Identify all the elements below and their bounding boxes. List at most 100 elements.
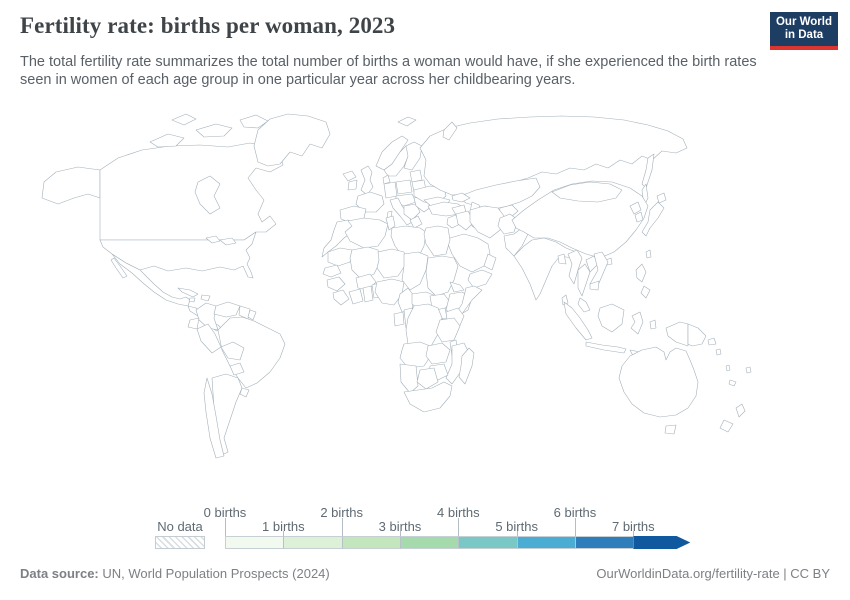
country-tanzania[interactable] bbox=[435, 317, 461, 343]
country-baja-california[interactable] bbox=[110, 257, 128, 279]
country-paraguay[interactable] bbox=[229, 362, 245, 376]
country-indonesia-borneo[interactable] bbox=[597, 303, 625, 333]
country-jamaica[interactable] bbox=[188, 297, 196, 303]
country-svalbard[interactable] bbox=[397, 116, 417, 127]
country-ecuador[interactable] bbox=[187, 317, 200, 330]
country-cuba[interactable] bbox=[177, 287, 199, 298]
country-canada[interactable] bbox=[99, 142, 284, 241]
country-ireland[interactable] bbox=[347, 179, 358, 191]
country-denmark[interactable] bbox=[382, 174, 391, 185]
country-bangladesh[interactable] bbox=[557, 253, 567, 265]
country-new-caledonia[interactable] bbox=[728, 379, 737, 387]
country-greece[interactable] bbox=[409, 215, 423, 229]
country-philippines-mindanao[interactable] bbox=[640, 285, 651, 299]
country-uruguay[interactable] bbox=[239, 387, 250, 398]
country-libya[interactable] bbox=[390, 225, 427, 259]
country-mongolia[interactable] bbox=[551, 181, 623, 203]
country-japan-hokkaido[interactable] bbox=[656, 192, 667, 204]
country-zambia[interactable] bbox=[425, 342, 451, 365]
country-indonesia-sulawesi[interactable] bbox=[630, 311, 644, 335]
owid-logo[interactable]: Our World in Data bbox=[770, 12, 838, 50]
country-philippines-luzon[interactable] bbox=[635, 263, 647, 283]
country-tunisia[interactable] bbox=[385, 215, 396, 231]
country-png-new-britain[interactable] bbox=[707, 337, 717, 346]
country-indonesia-java[interactable] bbox=[585, 341, 627, 354]
country-oman[interactable] bbox=[483, 253, 497, 271]
country-poland[interactable] bbox=[395, 179, 413, 195]
country-south-korea[interactable] bbox=[634, 211, 644, 223]
country-hispaniola[interactable] bbox=[200, 294, 211, 302]
country-senegal[interactable] bbox=[322, 264, 342, 278]
country-iceland[interactable] bbox=[342, 170, 357, 182]
country-sudan[interactable] bbox=[425, 255, 459, 297]
country-canada-arctic-1[interactable] bbox=[149, 133, 185, 148]
legend-no-data-swatch[interactable] bbox=[155, 536, 205, 549]
country-gabon[interactable] bbox=[393, 311, 405, 327]
country-papua-new-guinea[interactable] bbox=[687, 323, 707, 347]
country-mauritania[interactable] bbox=[327, 247, 353, 267]
country-iran[interactable] bbox=[469, 205, 505, 239]
legend-bin-5-6[interactable] bbox=[516, 536, 575, 549]
country-french-guiana[interactable] bbox=[247, 309, 257, 321]
legend-bin-0-1[interactable] bbox=[225, 536, 284, 549]
country-taiwan[interactable] bbox=[645, 249, 652, 259]
country-russia-kamchatka[interactable] bbox=[641, 153, 655, 189]
country-fiji[interactable] bbox=[745, 366, 752, 374]
country-yemen[interactable] bbox=[467, 269, 493, 289]
country-nigeria[interactable] bbox=[374, 278, 405, 306]
country-iraq[interactable] bbox=[455, 210, 475, 231]
country-canada-arctic-3[interactable] bbox=[239, 114, 269, 129]
legend-bin-4-5[interactable] bbox=[458, 536, 517, 549]
country-new-zealand-south[interactable] bbox=[719, 419, 734, 433]
country-pakistan[interactable] bbox=[503, 227, 529, 257]
country-novaya-zemlya[interactable] bbox=[442, 121, 458, 141]
country-solomon-islands[interactable] bbox=[715, 348, 722, 356]
country-indonesia-moluccas[interactable] bbox=[649, 319, 657, 330]
country-mexico[interactable] bbox=[111, 253, 191, 307]
country-thailand[interactable] bbox=[577, 263, 591, 297]
country-uk[interactable] bbox=[360, 165, 374, 196]
country-algeria[interactable] bbox=[344, 217, 389, 249]
country-canada-arctic-2[interactable] bbox=[195, 123, 233, 138]
country-greenland[interactable] bbox=[253, 113, 331, 167]
country-venezuela[interactable] bbox=[213, 301, 241, 318]
country-chile[interactable] bbox=[203, 377, 225, 459]
country-new-zealand-north[interactable] bbox=[735, 403, 746, 418]
country-myanmar[interactable] bbox=[567, 249, 583, 285]
country-vanuatu[interactable] bbox=[725, 364, 731, 372]
country-tasmania[interactable] bbox=[664, 424, 677, 435]
country-sierra-leone-liberia[interactable] bbox=[332, 289, 350, 306]
country-indonesia-sumatra[interactable] bbox=[563, 301, 593, 341]
country-caucasus[interactable] bbox=[451, 192, 471, 203]
country-mali[interactable] bbox=[349, 246, 381, 281]
country-niger[interactable] bbox=[376, 248, 407, 279]
country-angola[interactable] bbox=[399, 341, 431, 369]
country-eritrea[interactable] bbox=[449, 281, 465, 293]
legend-bin-7+[interactable] bbox=[633, 536, 691, 549]
country-chad[interactable] bbox=[401, 251, 429, 291]
legend-bin-3-4[interactable] bbox=[399, 536, 459, 549]
country-australia[interactable] bbox=[618, 346, 699, 418]
country-baltics[interactable] bbox=[409, 169, 423, 183]
country-japan[interactable] bbox=[641, 201, 665, 237]
country-madagascar[interactable] bbox=[458, 347, 475, 385]
country-alaska[interactable] bbox=[41, 166, 101, 205]
country-colombia[interactable] bbox=[195, 302, 219, 331]
legend-bin-1-2[interactable] bbox=[283, 536, 342, 549]
legend-bin-2-3[interactable] bbox=[341, 536, 400, 549]
country-germany[interactable] bbox=[383, 181, 398, 199]
country-malaysia[interactable] bbox=[577, 297, 591, 313]
country-india[interactable] bbox=[513, 237, 577, 301]
country-botswana[interactable] bbox=[416, 367, 439, 390]
country-canada-arctic-4[interactable] bbox=[171, 113, 197, 126]
country-france[interactable] bbox=[355, 191, 385, 213]
country-finland[interactable] bbox=[403, 141, 423, 171]
country-balkans[interactable] bbox=[403, 203, 421, 221]
country-south-africa[interactable] bbox=[403, 381, 453, 413]
country-mozambique[interactable] bbox=[445, 342, 470, 385]
country-cambodia[interactable] bbox=[589, 280, 600, 291]
country-indonesia-west-new-guinea[interactable] bbox=[665, 321, 689, 347]
country-egypt[interactable] bbox=[423, 225, 451, 257]
country-ghana[interactable] bbox=[362, 285, 374, 303]
